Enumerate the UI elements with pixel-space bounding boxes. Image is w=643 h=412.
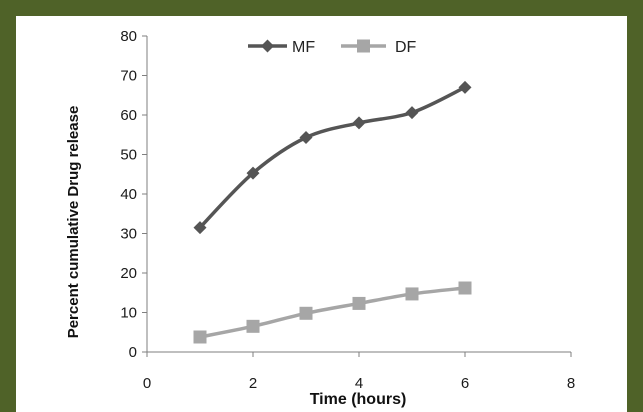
y-axis-title: Percent cumulative Drug release: [65, 106, 82, 339]
series-line-df: [199, 286, 466, 339]
legend-label-df: DF: [395, 39, 417, 56]
x-axis-title: Time (hours): [310, 391, 407, 408]
legend-marker-df: [357, 39, 370, 53]
x-tick-label: 6: [461, 375, 469, 392]
y-tick-label: 50: [120, 147, 137, 164]
data-point-df: [405, 287, 419, 301]
y-tick-label: 40: [120, 186, 137, 203]
x-tick-label: 2: [249, 375, 257, 392]
x-tick-label: 4: [355, 375, 363, 392]
y-tick-label: 20: [120, 265, 137, 282]
data-point-mf: [352, 116, 366, 130]
data-point-df: [299, 306, 313, 320]
y-tick-label: 80: [120, 28, 137, 45]
y-tick-label: 0: [129, 344, 137, 361]
data-point-df: [246, 319, 260, 333]
series-mf: [193, 80, 472, 235]
chart-panel: [16, 16, 627, 412]
y-tick-label: 70: [120, 68, 137, 85]
data-point-mf: [458, 80, 472, 94]
y-tick-label: 10: [120, 305, 137, 322]
data-point-mf: [299, 131, 313, 145]
data-point-df: [193, 330, 207, 344]
x-tick-label: 8: [567, 375, 575, 392]
x-tick-label: 0: [143, 375, 151, 392]
series-layer: [193, 80, 472, 344]
series-line-mf: [198, 85, 466, 229]
data-point-df: [458, 281, 472, 295]
series-df: [193, 281, 472, 344]
y-tick-label: 60: [120, 107, 137, 124]
legend-label-mf: MF: [292, 39, 315, 56]
axes: 0 10 20 30 40 50 60 70 80 0 2 4 6 8: [120, 28, 575, 392]
legend: MF DF: [248, 39, 417, 56]
data-point-mf: [193, 221, 207, 235]
legend-marker-mf: [261, 39, 274, 53]
data-point-df: [352, 296, 366, 310]
data-point-mf: [246, 166, 260, 180]
y-tick-label: 30: [120, 226, 137, 243]
data-point-mf: [405, 106, 419, 120]
